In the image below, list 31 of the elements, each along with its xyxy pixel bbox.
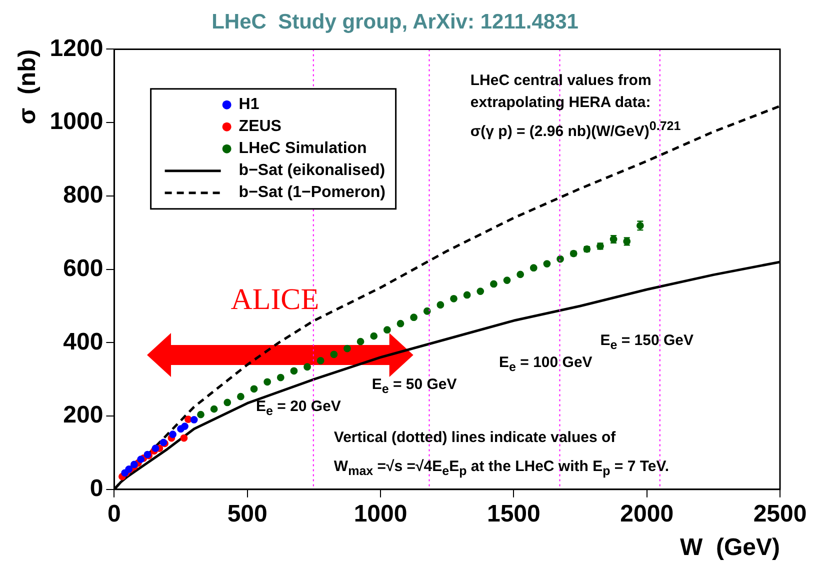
- y-tick-label: 400: [63, 328, 104, 356]
- text: W$_{max}$ =√s =√4E$_{e}$E$_{p}$ at the LHeC with E$_{p}$ = 7 TeV.: [334, 458, 670, 478]
- annotation: E$_{e}$ = 100 GeV: [499, 354, 592, 374]
- legend-label: ZEUS: [238, 118, 282, 136]
- legend-label: b−Sat (1−Pomeron): [238, 184, 386, 202]
- annotation: LHeC central values from: [470, 72, 652, 90]
- y-tick-label: 200: [63, 402, 104, 429]
- annotation: E$_{e}$ = 50 GeV: [372, 376, 457, 396]
- y-tick-label: 0: [90, 475, 104, 502]
- y-axis-title: σ (nb): [14, 49, 42, 124]
- y-tick-label: 600: [63, 254, 104, 282]
- x-tick-label: 2500: [753, 500, 807, 528]
- legend-label: b−Sat (eikonalised): [238, 162, 386, 180]
- x-tick-label: 500: [227, 500, 268, 528]
- x-axis-title: W (GeV): [680, 534, 780, 562]
- chart-title: LHeC Study group, ArXiv: 1211.4831: [212, 10, 579, 34]
- annotation: ALICE: [230, 282, 320, 316]
- y-tick-label: 1000: [50, 108, 104, 136]
- y-tick-label: 800: [63, 182, 104, 209]
- x-tick-label: 1000: [354, 500, 408, 528]
- x-tick-label: 2000: [620, 500, 674, 528]
- annotation: σ(γ p) = (2.96 nb)(W/GeV)$^{0.721}$: [470, 118, 681, 140]
- x-tick-label: 1500: [486, 500, 540, 528]
- y-tick-label: 1200: [50, 34, 104, 62]
- annotation: E$_{e}$ = 20 GeV: [256, 398, 341, 418]
- annotation: extrapolating HERA data:: [470, 94, 651, 112]
- annotation: Vertical (dotted) lines indicate values of: [334, 428, 616, 446]
- legend-label: H1: [238, 96, 260, 114]
- x-tick-label: 0: [108, 500, 121, 528]
- legend-label: LHeC Simulation: [238, 140, 367, 158]
- annotation: E$_{e}$ = 150 GeV: [600, 332, 694, 352]
